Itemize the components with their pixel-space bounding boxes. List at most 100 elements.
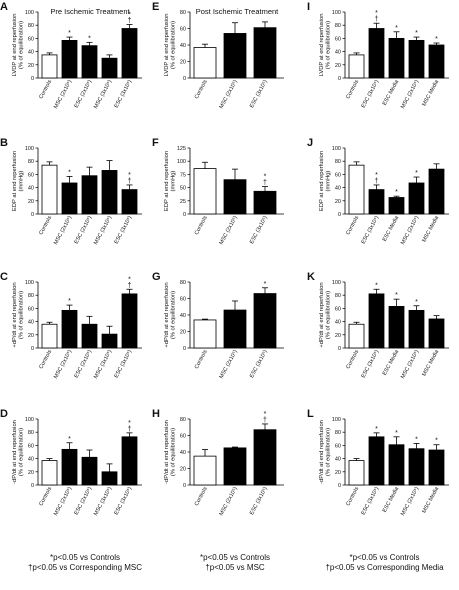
- significance-mark: *: [435, 438, 438, 445]
- y-axis-label: EDP at end reperfusion(mmHg): [319, 151, 332, 211]
- panel-label: I: [307, 1, 310, 13]
- category-label: ESC (3x10⁶): [113, 349, 134, 380]
- y-axis-label-line: +dP/dt at end reperfusion: [12, 282, 18, 347]
- y-axis-label: -dP/dt at end reperfusion(% of equilibra…: [164, 420, 177, 484]
- y-axis-label-line: LVDP at end reperfusion: [12, 14, 18, 77]
- y-tick-label: 80: [335, 430, 341, 436]
- y-axis-label-line: (% of equilibration): [171, 291, 177, 339]
- category-label: MSC (2x10⁶): [218, 349, 239, 380]
- y-tick-label: 0: [183, 483, 186, 489]
- significance-mark: †: [128, 282, 132, 289]
- bar: [61, 182, 78, 215]
- y-tick-label: 100: [332, 10, 341, 16]
- bar: [368, 28, 385, 79]
- y-tick-label: 60: [28, 443, 34, 449]
- y-axis-label-line: +dP/dt at end reperfusion: [164, 282, 170, 347]
- bar: [193, 455, 217, 486]
- y-tick-label: 0: [31, 346, 34, 352]
- category-label: ESC (2x10⁶): [73, 215, 94, 246]
- panel-label: B: [0, 137, 8, 149]
- y-tick-label: 80: [28, 430, 34, 436]
- category-label: MSC (2x10⁶): [399, 79, 420, 110]
- y-tick-label: 20: [335, 63, 341, 69]
- bar: [193, 168, 217, 215]
- y-tick-label: 40: [28, 186, 34, 192]
- category-label: ESC (3x10⁶): [360, 486, 381, 517]
- category-label: ESC (2x10⁶): [73, 486, 94, 517]
- category-label: MSC (3x10⁶): [92, 215, 113, 246]
- y-tick-label: 0: [338, 346, 341, 352]
- bar: [368, 293, 385, 349]
- significance-mark: *: [264, 174, 267, 181]
- category-label: Controls: [194, 79, 209, 100]
- category-label: MSC (2x10⁶): [218, 79, 239, 110]
- bar: [368, 189, 385, 215]
- y-tick-label: 40: [335, 50, 341, 56]
- bar: [101, 170, 118, 215]
- category-label: ESC (3x10⁶): [248, 486, 269, 517]
- y-tick-label: 0: [338, 76, 341, 82]
- y-tick-label: 80: [28, 23, 34, 29]
- bar: [348, 54, 365, 79]
- y-tick-label: 0: [183, 212, 186, 218]
- category-label: Controls: [345, 349, 360, 370]
- significance-mark: *: [68, 30, 71, 37]
- footnote-col2: *p<0.05 vs Controls †p<0.05 vs MSC: [165, 553, 305, 573]
- bar: [428, 168, 445, 215]
- category-label: MSC (2x10⁶): [399, 215, 420, 246]
- category-label: ESC (3x10⁶): [113, 486, 134, 517]
- category-label: Controls: [194, 486, 209, 507]
- bar: [121, 189, 138, 215]
- significance-mark: *: [88, 35, 91, 42]
- y-axis-label: EDP at end reperfusion(mmHg): [164, 151, 177, 211]
- category-label: ESC Media: [382, 78, 401, 106]
- panel-label: A: [0, 1, 8, 13]
- y-axis-label-line: (% of equilibration): [171, 428, 177, 476]
- bar: [41, 54, 58, 79]
- y-axis-label: +dP/dt at end reperfusion(% of equilibra…: [164, 282, 177, 347]
- y-axis-label-line: (mmHg): [171, 170, 177, 191]
- category-label: ESC (3x10⁶): [360, 215, 381, 246]
- significance-mark: *: [264, 281, 267, 288]
- y-tick-label: 20: [335, 199, 341, 205]
- y-tick-label: 60: [335, 172, 341, 178]
- significance-mark: *: [395, 292, 398, 299]
- bar: [41, 164, 58, 215]
- category-label: Controls: [345, 79, 360, 100]
- y-tick-label: 60: [180, 297, 186, 303]
- y-tick-label: 80: [335, 23, 341, 29]
- category-label: ESC Media: [382, 348, 401, 376]
- y-tick-label: 40: [180, 313, 186, 319]
- category-label: ESC (3x10⁶): [113, 215, 134, 246]
- y-tick-label: 0: [183, 76, 186, 82]
- y-axis-label-line: (% of equilibration): [19, 21, 25, 69]
- bar: [223, 179, 247, 215]
- bar: [223, 309, 247, 349]
- y-tick-label: 60: [180, 27, 186, 33]
- y-axis-label-line: (mmHg): [326, 170, 332, 191]
- footnote-col1-line1: *p<0.05 vs Controls: [49, 553, 121, 562]
- significance-mark: *: [264, 411, 267, 418]
- category-label: MSC Media: [421, 214, 440, 243]
- y-axis-label-line: (% of equilibration): [19, 291, 25, 339]
- y-tick-label: 100: [332, 280, 341, 286]
- bar: [81, 175, 98, 215]
- bar: [368, 436, 385, 486]
- y-tick-label: 60: [180, 434, 186, 440]
- footnote-col1-line2: †p<0.05 vs Corresponding MSC: [27, 563, 143, 572]
- footnote-col1: *p<0.05 vs Controls †p<0.05 vs Correspon…: [10, 553, 160, 573]
- bar: [253, 27, 277, 79]
- bar: [101, 57, 118, 79]
- significance-mark: *: [415, 30, 418, 37]
- significance-mark: *: [375, 426, 378, 433]
- significance-mark: *: [395, 430, 398, 437]
- panel-label: L: [307, 408, 314, 420]
- bar: [121, 28, 138, 79]
- y-axis-label-line: (% of equilibration): [326, 291, 332, 339]
